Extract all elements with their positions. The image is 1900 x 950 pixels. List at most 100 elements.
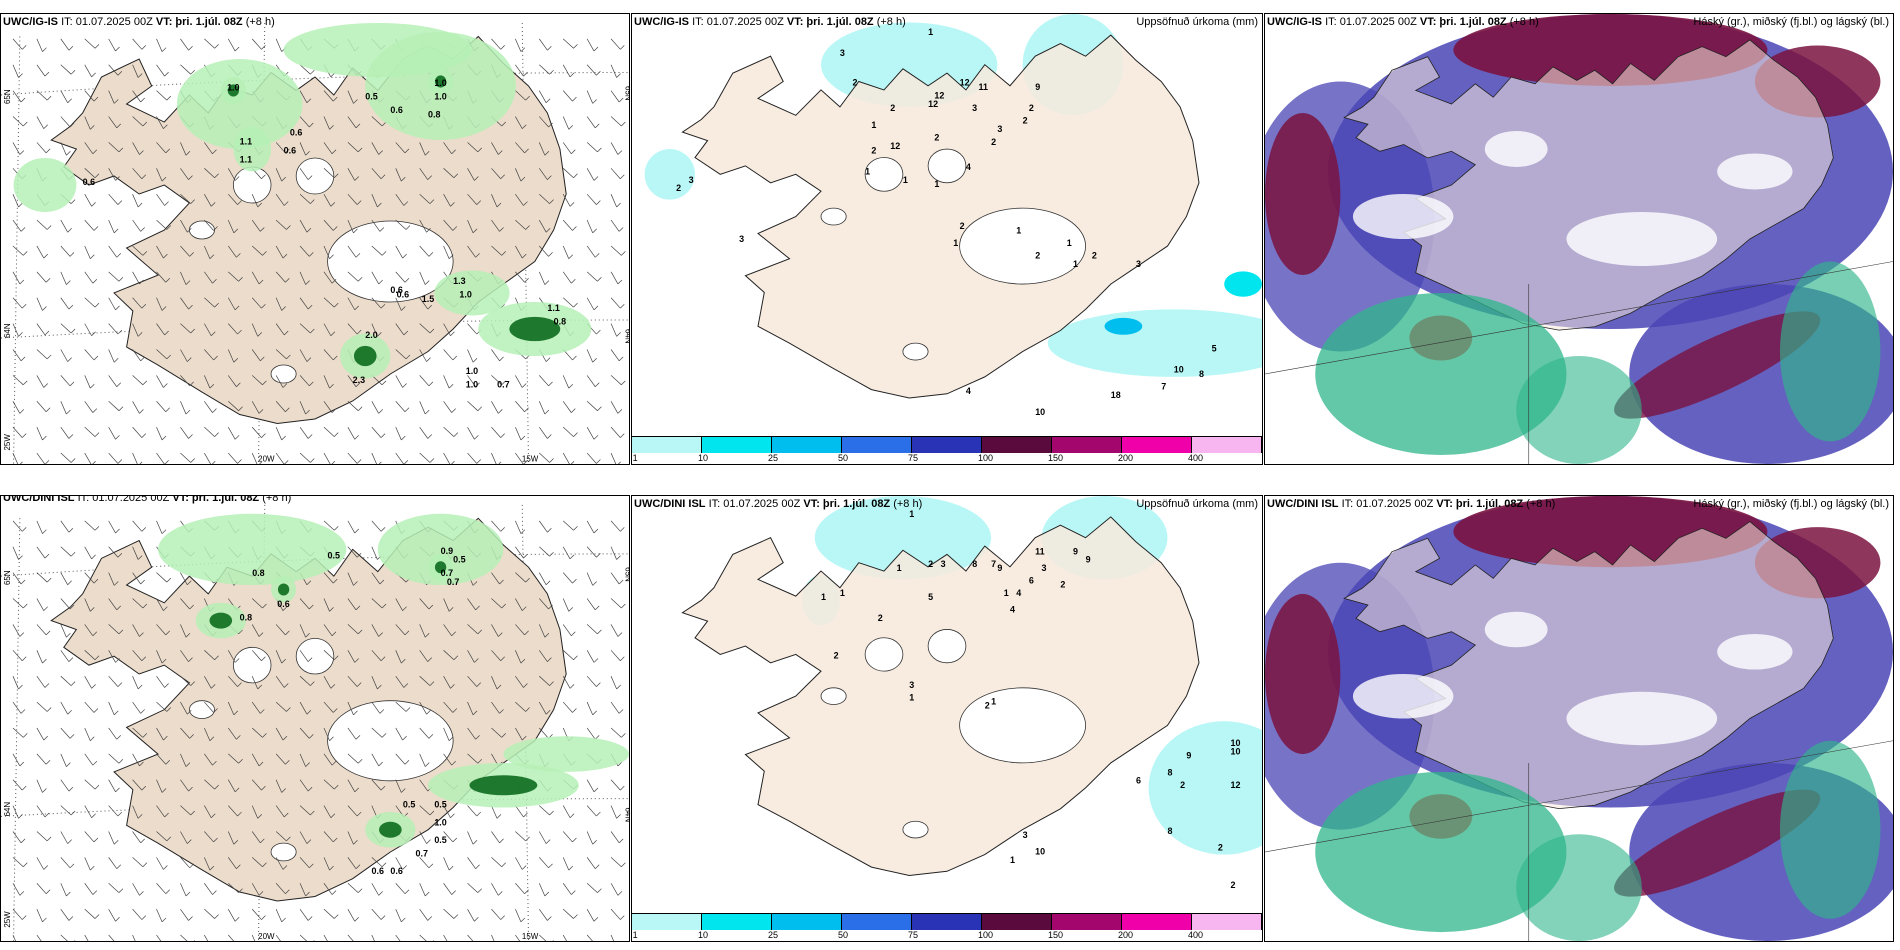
value-label: 11 <box>979 82 988 92</box>
panel-title: UWC/IG-IS IT: 01.07.2025 00Z VT: þri. 1.… <box>1267 16 1539 28</box>
map-layer: 1.00.61.11.10.60.60.50.61.01.00.80.6 1.01… <box>1 22 629 464</box>
value-label: 1.0 <box>466 366 478 376</box>
value-label: 1 <box>1004 588 1009 598</box>
precip-map[interactable]: 1 1 2 3 8 7 9 11 9 9 2 3 6 4 1 4 5 1 1 2 2 3 1 1 2 10 9 8 6 12 8 10 2 3 10… <box>632 496 1262 913</box>
value-label: 8 <box>1168 767 1173 777</box>
value-label: 3 <box>972 103 977 113</box>
colorbar-label: 200 <box>1118 453 1134 463</box>
border-line <box>1265 740 1893 853</box>
value-label: 1 <box>871 120 876 130</box>
high-cloud-layer <box>1265 496 1881 897</box>
value-label: 1 <box>909 509 914 519</box>
colorbar-label: 10 <box>697 930 708 940</box>
map-layer <box>1265 14 1893 464</box>
panel-subtitle: Uppsöfnuð úrkoma (mm) <box>1136 16 1258 28</box>
colorbar-swatches <box>632 913 1262 930</box>
panel-title: UWC/IG-IS IT: 01.07.2025 00Z VT: þri. 1.… <box>3 16 275 28</box>
value-label: 2 <box>1218 842 1223 852</box>
panel-title: UWC/DINI ISL IT: 01.07.2025 00Z VT: þri.… <box>634 498 923 510</box>
value-label: 6 <box>1136 776 1141 786</box>
value-label: 12 <box>928 99 938 109</box>
value-label: 9 <box>1186 751 1191 761</box>
value-label: 12 <box>960 78 970 88</box>
clear-sky-areas <box>1352 131 1793 266</box>
colorbar-swatch <box>632 437 702 453</box>
value-label: 1 <box>1010 855 1015 865</box>
value-label: 3 <box>1023 830 1028 840</box>
colorbar-swatch <box>702 437 772 453</box>
value-label: 3 <box>997 124 1002 134</box>
coord-label: 64N <box>624 808 629 823</box>
value-labels: 0.80.5 0.90.50.70.60.80.70.5 0.51.00.50.70… <box>240 546 466 876</box>
colorbar-label: 200 <box>1118 930 1134 940</box>
value-label: 0.6 <box>372 866 384 876</box>
value-label: 0.5 <box>403 800 415 810</box>
value-label: 1 <box>1067 238 1072 248</box>
value-label: 9 <box>997 563 1002 573</box>
cloud-map[interactable] <box>1265 496 1893 941</box>
value-label: 3 <box>1042 563 1047 573</box>
value-label: 8 <box>1199 369 1204 379</box>
coord-label: 65N <box>3 570 12 585</box>
value-label: 3 <box>909 680 914 690</box>
graticule-line <box>13 518 21 941</box>
wind-map[interactable]: 1.0 0.6 1.1 1.1 0.6 0.6 0.5 0.6 1.0 1.0 0.8 0.6 1.0 1… <box>1 14 629 464</box>
value-label: 1.0 <box>434 92 446 102</box>
colorbar-label: 400 <box>1187 453 1204 463</box>
graticule-line <box>13 36 21 464</box>
value-label: 4 <box>1016 588 1021 598</box>
value-label: 2 <box>1060 580 1065 590</box>
value-label: 2.0 <box>365 330 377 340</box>
value-label: 2 <box>878 613 883 623</box>
value-label: 0.6 <box>83 177 95 187</box>
colorbar-labels: 1 10 25 50 75 100 150 200 400 <box>632 930 1262 941</box>
map-layer: 0.80.5 0.90.50.70.60.80.70.5 0.51.00.50.70… <box>1 504 629 941</box>
value-label: 2 <box>1092 251 1097 261</box>
value-label: 0.8 <box>428 110 440 120</box>
precip-areas <box>13 23 592 379</box>
value-label: 6 <box>1029 576 1034 586</box>
value-label: 0.9 <box>441 546 453 556</box>
value-label: 18 <box>1111 390 1121 400</box>
colorbar-swatch <box>982 437 1052 453</box>
colorbar-label: 1 <box>632 453 638 463</box>
colorbar-swatch <box>702 914 772 930</box>
coord-label: 15W <box>522 455 539 464</box>
value-label: 0.6 <box>397 290 409 300</box>
value-label: 10 <box>1035 407 1045 417</box>
value-label: 1.0 <box>227 83 239 93</box>
colorbar-swatch <box>1052 437 1122 453</box>
wind-map[interactable]: 0.8 0.5 0.9 0.5 0.7 0.6 0.8 0.7 0.5 0.5 1.0 0.5 0.7 0… <box>1 496 629 941</box>
colorbar-label: 1 <box>632 930 638 940</box>
value-label: 9 <box>1035 82 1040 92</box>
value-label: 11 <box>1035 546 1044 556</box>
coord-label: 65N <box>3 89 12 104</box>
value-label: 0.5 <box>434 835 446 845</box>
value-label: 0.6 <box>277 599 289 609</box>
value-label: 10 <box>1174 365 1184 375</box>
value-label: 2 <box>1035 251 1040 261</box>
value-label: 3 <box>689 175 694 185</box>
value-label: 0.6 <box>290 128 302 138</box>
colorbar-swatch <box>772 437 842 453</box>
panel-dini-wind: UWC/DINI ISL IT: 01.07.2025 00Z VT: þri.… <box>0 495 630 942</box>
precip-map[interactable]: 1 3 2 1 12 12 12 11 9 2 3 2 3 2 2 2 12 1 1 1 4 2 3 2 3 1 2 1 1 2 3 2 1 5 1… <box>632 14 1262 436</box>
panel-ig-wind: UWC/IG-IS IT: 01.07.2025 00Z VT: þri. 1.… <box>0 13 630 465</box>
panel-dini-clouds: UWC/DINI ISL IT: 01.07.2025 00Z VT: þri.… <box>1264 495 1894 942</box>
map-layer <box>1265 496 1893 941</box>
colorbar-swatch <box>772 914 842 930</box>
value-label: 0.8 <box>554 317 566 327</box>
value-label: 0.6 <box>390 105 402 115</box>
value-label: 1.1 <box>240 155 252 165</box>
colorbar-swatch <box>1122 437 1192 453</box>
coord-label: 20W <box>258 932 275 941</box>
colorbar-swatches <box>632 436 1262 453</box>
value-label: 0.6 <box>390 866 402 876</box>
iceland-land <box>681 34 1200 399</box>
value-label: 0.7 <box>447 577 459 587</box>
value-label: 0.5 <box>434 800 446 810</box>
value-label: 2 <box>871 145 876 155</box>
cloud-map[interactable] <box>1265 14 1893 464</box>
panel-dini-precip: UWC/DINI ISL IT: 01.07.2025 00Z VT: þri.… <box>631 495 1263 942</box>
